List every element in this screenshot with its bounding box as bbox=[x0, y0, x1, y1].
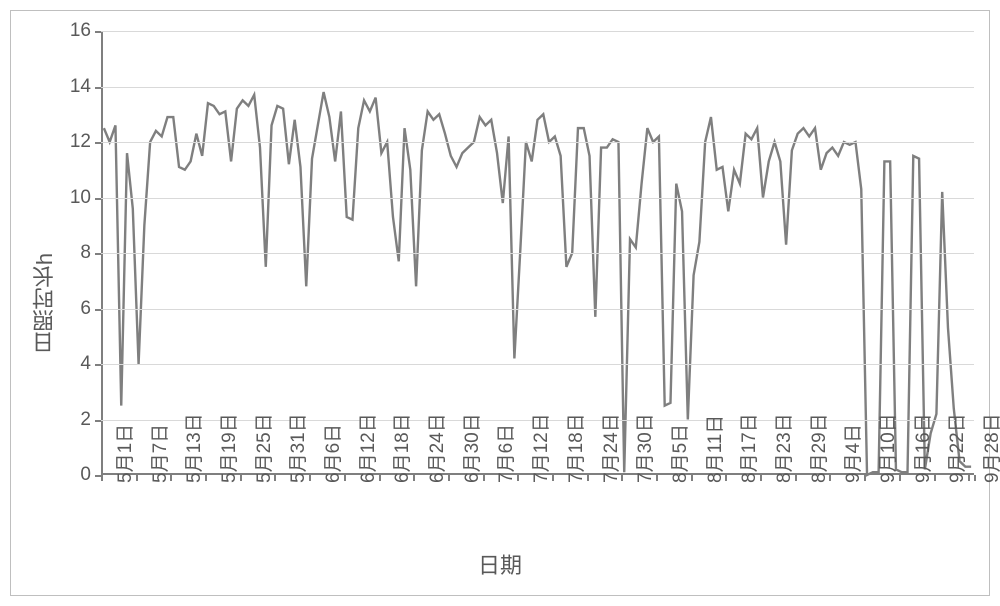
gridline bbox=[101, 364, 974, 365]
xtick-mark bbox=[379, 475, 381, 481]
ytick-mark bbox=[95, 309, 101, 311]
xtick-mark bbox=[725, 475, 727, 481]
ytick-label: 8 bbox=[80, 242, 91, 264]
xtick-label: 7月6日 bbox=[491, 424, 518, 483]
ytick-mark bbox=[95, 253, 101, 255]
plot-area-inner: 02468101214165月1日5月7日5月13日5月19日5月25日5月31… bbox=[101, 31, 974, 475]
xtick-mark bbox=[274, 475, 276, 481]
ytick-label: 0 bbox=[80, 464, 91, 486]
xtick-mark bbox=[691, 475, 693, 481]
xtick-mark bbox=[968, 475, 970, 481]
ytick-mark bbox=[95, 364, 101, 366]
xtick-label: 9月16日 bbox=[908, 413, 935, 483]
xtick-label: 6月18日 bbox=[387, 413, 414, 483]
gridline bbox=[101, 87, 974, 88]
ytick-label: 2 bbox=[80, 409, 91, 431]
xtick-mark bbox=[344, 475, 346, 481]
xtick-mark bbox=[587, 475, 589, 481]
xtick-mark bbox=[974, 475, 976, 481]
xtick-label: 7月30日 bbox=[630, 413, 657, 483]
chart-container: 日照时长h 02468101214165月1日5月7日5月13日5月19日5月2… bbox=[0, 0, 1000, 606]
xtick-label: 8月17日 bbox=[734, 413, 761, 483]
xtick-label: 8月5日 bbox=[665, 424, 692, 483]
gridline bbox=[101, 198, 974, 199]
xtick-label: 5月19日 bbox=[214, 413, 241, 483]
xtick-mark bbox=[899, 475, 901, 481]
gridline bbox=[101, 31, 974, 32]
ytick-mark bbox=[95, 420, 101, 422]
xtick-label: 9月4日 bbox=[838, 424, 865, 483]
xtick-label: 6月24日 bbox=[422, 413, 449, 483]
plot-area: 02468101214165月1日5月7日5月13日5月19日5月25日5月31… bbox=[101, 31, 974, 475]
xtick-label: 9月22日 bbox=[942, 413, 969, 483]
ytick-label: 16 bbox=[70, 20, 91, 42]
ytick-label: 6 bbox=[80, 298, 91, 320]
ytick-mark bbox=[95, 31, 101, 33]
gridline bbox=[101, 253, 974, 254]
xtick-mark bbox=[552, 475, 554, 481]
xtick-mark bbox=[795, 475, 797, 481]
ytick-mark bbox=[95, 198, 101, 200]
xtick-mark bbox=[240, 475, 242, 481]
y-axis-title: 日照时长h bbox=[29, 253, 61, 353]
ytick-label: 10 bbox=[70, 187, 91, 209]
ytick-label: 14 bbox=[70, 76, 91, 98]
x-axis-title: 日期 bbox=[478, 548, 522, 580]
xtick-mark bbox=[656, 475, 658, 481]
xtick-mark bbox=[760, 475, 762, 481]
xtick-mark bbox=[170, 475, 172, 481]
xtick-mark bbox=[413, 475, 415, 481]
ytick-label: 4 bbox=[80, 353, 91, 375]
gridline bbox=[101, 142, 974, 143]
xtick-mark bbox=[205, 475, 207, 481]
xtick-mark bbox=[517, 475, 519, 481]
xtick-mark bbox=[621, 475, 623, 481]
xtick-mark bbox=[101, 475, 103, 481]
xtick-label: 9月10日 bbox=[873, 413, 900, 483]
xtick-mark bbox=[136, 475, 138, 481]
xtick-label: 6月12日 bbox=[353, 413, 380, 483]
xtick-label: 6月30日 bbox=[457, 413, 484, 483]
xtick-label: 5月31日 bbox=[283, 413, 310, 483]
xtick-mark bbox=[309, 475, 311, 481]
chart-border: 日照时长h 02468101214165月1日5月7日5月13日5月19日5月2… bbox=[10, 10, 990, 596]
xtick-label: 5月1日 bbox=[110, 424, 137, 483]
xtick-mark bbox=[934, 475, 936, 481]
xtick-mark bbox=[864, 475, 866, 481]
xtick-mark bbox=[448, 475, 450, 481]
xtick-label: 6月6日 bbox=[318, 424, 345, 483]
xtick-label: 8月29日 bbox=[804, 413, 831, 483]
ytick-label: 12 bbox=[70, 131, 91, 153]
xtick-label: 7月24日 bbox=[596, 413, 623, 483]
xtick-mark bbox=[829, 475, 831, 481]
xtick-label: 7月12日 bbox=[526, 413, 553, 483]
ytick-mark bbox=[95, 142, 101, 144]
xtick-label: 7月18日 bbox=[561, 413, 588, 483]
xtick-label: 9月28日 bbox=[977, 413, 1000, 483]
gridline bbox=[101, 309, 974, 310]
xtick-label: 5月13日 bbox=[179, 413, 206, 483]
xtick-label: 5月25日 bbox=[249, 413, 276, 483]
xtick-label: 8月23日 bbox=[769, 413, 796, 483]
ytick-mark bbox=[95, 87, 101, 89]
xtick-mark bbox=[483, 475, 485, 481]
xtick-label: 8月11日 bbox=[700, 415, 727, 483]
xtick-label: 5月7日 bbox=[145, 424, 172, 483]
